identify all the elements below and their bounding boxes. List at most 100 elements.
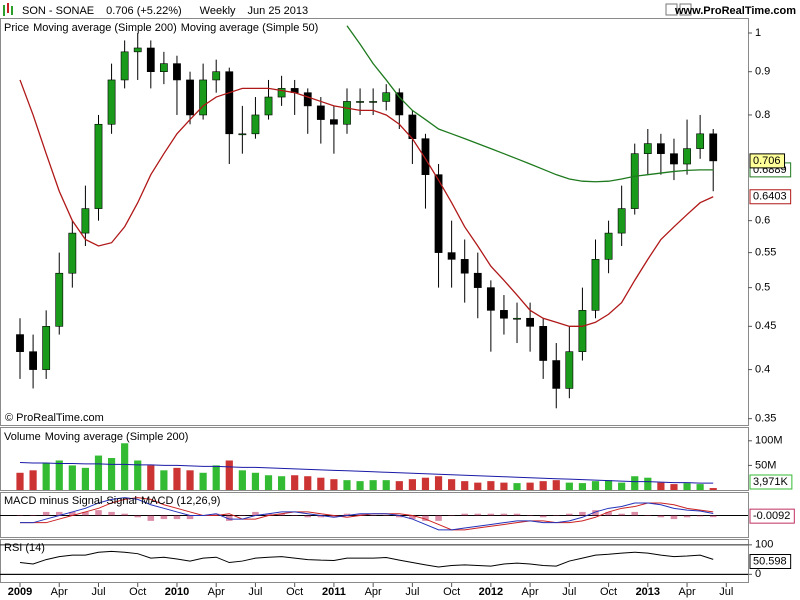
volume-bar (212, 465, 220, 490)
volume-bar (68, 465, 76, 490)
y-tick-label: 100M (755, 435, 783, 447)
value-box (749, 474, 793, 490)
candle-body (330, 119, 338, 125)
volume-bar (55, 460, 63, 490)
candle-body (473, 272, 482, 288)
histogram-bar (134, 515, 141, 518)
volume-bar (304, 476, 312, 490)
volume-bar (42, 462, 50, 490)
candle-body (656, 143, 665, 154)
volume-bar (147, 465, 155, 490)
histogram-bar (252, 511, 259, 516)
histogram-bar (108, 511, 115, 516)
y-tick-label: 0.45 (755, 320, 776, 332)
candle-body (159, 63, 168, 72)
legend-entry: MACD minus Signal (4, 495, 102, 507)
candle-body (120, 51, 129, 81)
y-tick-label: 0.4 (755, 364, 770, 376)
histogram-bar (487, 513, 495, 516)
histogram-bar (461, 513, 468, 516)
x-tick-label: Oct (443, 586, 460, 598)
candle-body (670, 153, 678, 165)
value-box-label: 3,971K (753, 476, 789, 488)
histogram-bar (644, 515, 652, 516)
histogram-bar (474, 513, 482, 516)
volume-bar (618, 482, 626, 490)
y-tick-label: 0.55 (755, 247, 776, 259)
candle-body (16, 334, 24, 352)
histogram-bar (670, 515, 678, 520)
candle-body (369, 101, 378, 103)
candle-body (81, 208, 90, 234)
volume-panel (0, 427, 749, 491)
series-line (19, 461, 714, 484)
volume-bar (291, 475, 299, 490)
header-title: SON - SONAE (22, 5, 94, 17)
volume-bar (487, 481, 495, 490)
candle-body (356, 101, 364, 103)
volume-bar (696, 484, 704, 490)
header-subtitle: 0.706 (+5.22%) (106, 5, 182, 17)
candle-body (591, 259, 600, 311)
histogram-bar (186, 515, 194, 520)
candle-body (395, 92, 404, 116)
histogram-bar (29, 515, 37, 516)
histogram-bar (435, 515, 442, 521)
candle-body (264, 96, 273, 116)
x-tick-label: Jul (248, 586, 262, 598)
histogram-bar (239, 515, 246, 516)
histogram-bar (579, 511, 586, 516)
value-box-label: 50.598 (753, 555, 787, 567)
candle-body (565, 351, 574, 389)
candle-body (68, 232, 77, 274)
x-tick-label: Jul (405, 586, 419, 598)
volume-bar (330, 479, 338, 490)
series-line (346, 25, 714, 183)
histogram-bar (82, 511, 89, 516)
volume-bar (461, 481, 469, 490)
legend-entry: MACD (12,26,9) (141, 495, 220, 507)
volume-bar (539, 481, 547, 490)
histogram-bar (69, 511, 76, 516)
histogram-bar (396, 515, 403, 518)
series-line (20, 497, 714, 531)
histogram-bar (382, 515, 390, 516)
volume-bar (644, 477, 652, 490)
candle-body (500, 310, 508, 319)
histogram-bar (552, 515, 560, 516)
volume-bar (107, 458, 116, 490)
series-line (20, 497, 714, 531)
histogram-bar (356, 513, 364, 516)
histogram-bar (513, 513, 521, 516)
candle-body (643, 143, 652, 154)
histogram-bar (160, 515, 168, 520)
candle-body (709, 133, 718, 162)
y-tick-label: 0 (755, 568, 761, 580)
histogram-bar (605, 511, 612, 516)
histogram-bar (212, 513, 220, 516)
volume-bar (277, 476, 286, 490)
histogram-bar (369, 515, 377, 516)
volume-bar (421, 477, 430, 490)
volume-bar (395, 481, 403, 490)
volume-bar (238, 470, 246, 490)
legend-entry: Moving average (Simple 200) (45, 431, 189, 443)
histogram-bar (265, 513, 272, 516)
histogram-bar (448, 515, 455, 516)
volume-bar (264, 475, 273, 490)
x-tick-label: 2011 (322, 586, 346, 598)
volume-bar (94, 455, 103, 490)
candle-body (199, 79, 208, 116)
volume-bar (121, 443, 129, 490)
histogram-bar (55, 511, 63, 516)
x-tick-label: Apr (365, 586, 382, 598)
x-tick-label: Jul (719, 586, 733, 598)
x-tick-label: Oct (600, 586, 617, 598)
x-tick-label: Oct (129, 586, 146, 598)
window-buttons[interactable] (665, 3, 692, 16)
y-tick-label: 1 (755, 27, 761, 39)
y-tick-label: 0.6 (755, 215, 770, 227)
candle-body (421, 138, 430, 175)
